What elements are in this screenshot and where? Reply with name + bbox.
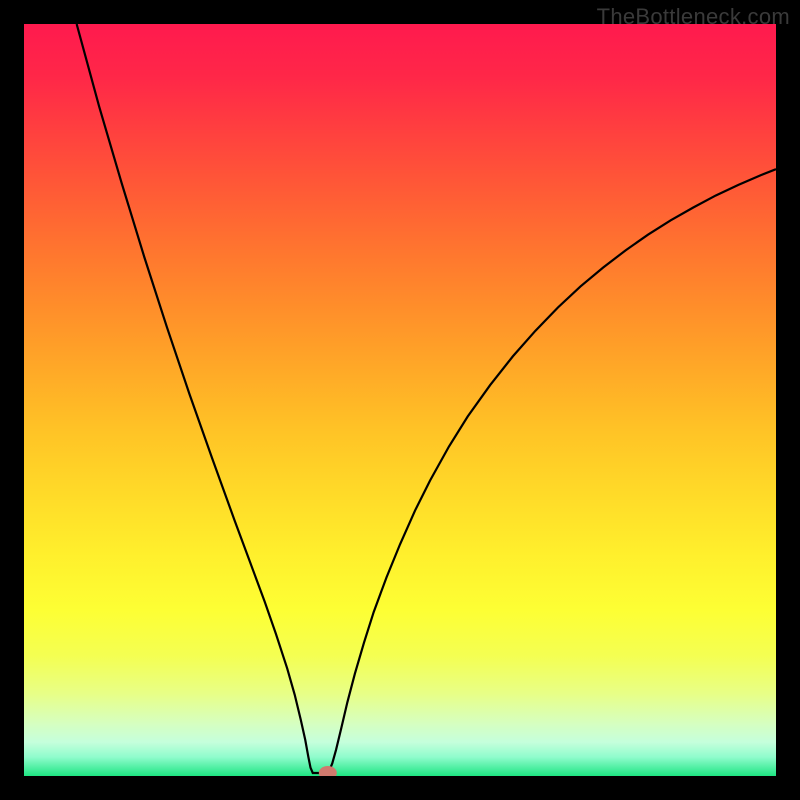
- optimum-marker: [319, 766, 337, 776]
- bottleneck-curve: [24, 24, 776, 776]
- watermark-text: TheBottleneck.com: [597, 4, 790, 30]
- plot-area: [24, 24, 776, 776]
- chart-container: TheBottleneck.com: [0, 0, 800, 800]
